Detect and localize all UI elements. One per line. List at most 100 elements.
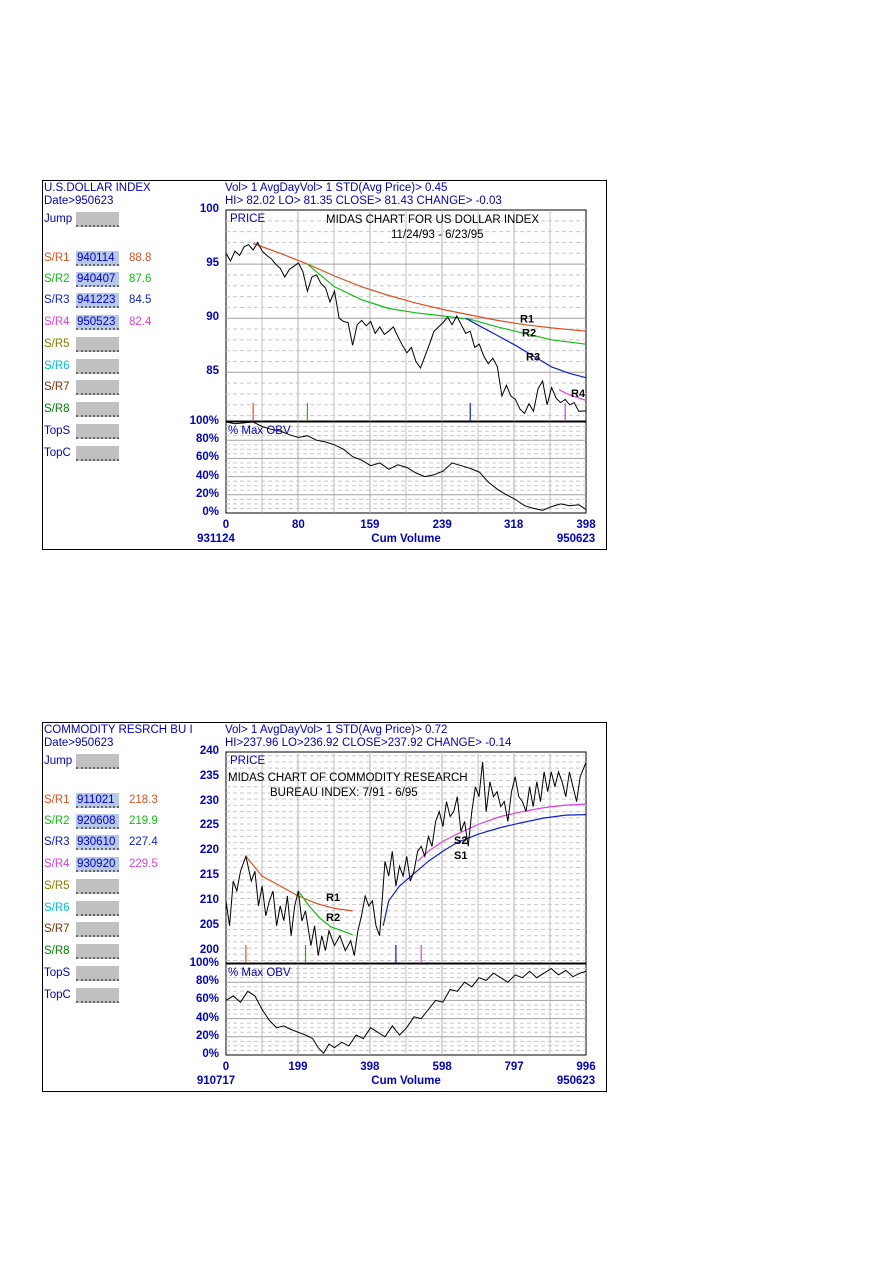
x-tick-label: 239 [432,519,452,531]
sr-curve-r3 [465,317,587,379]
sr-date-input[interactable] [76,380,119,395]
x-tick-label: 80 [291,519,305,531]
chart-svg: PRICE MIDAS CHART OF COMMODITY RESEARCH BU… [225,751,587,1056]
sr-label-topc: TopC [44,989,71,1001]
curve-label-s1: S1 [454,850,467,862]
obv-tick-label: 60% [195,993,219,1006]
sr-label-sr4: S/R4 [44,316,70,328]
sr-label-sr6: S/R6 [44,902,70,914]
sr-value: 82.4 [129,316,152,328]
sr-value: 219.9 [129,815,158,827]
x-tick-label: 0 [222,1061,230,1073]
sr-date-input[interactable] [76,966,119,981]
obv-tick-label: 100% [189,957,219,969]
chart-svg: PRICE MIDAS CHART FOR US DOLLAR INDEX 11/2… [225,209,587,514]
sr-date-input[interactable]: 940114 [76,251,119,266]
x-tick-label: 598 [432,1061,452,1073]
x-tick-label: 996 [576,1061,596,1073]
curve-label-s2: S2 [454,835,467,847]
sr-date-input[interactable] [76,922,119,937]
sr-label-sr8: S/R8 [44,945,70,957]
sr-value: 227.4 [129,836,158,848]
x-start-date: 910717 [196,1075,236,1087]
obv-label: % Max OBV [228,425,291,437]
y-tick-label: 230 [199,794,219,807]
curve-label-r3: R3 [526,351,540,363]
sr-date-input[interactable]: 930920 [76,857,119,872]
sr-curve-r2 [307,263,587,345]
sr-label-sr6: S/R6 [44,360,70,372]
obv-label: % Max OBV [228,967,291,979]
curve-label-r2: R2 [522,328,536,340]
chart-panel-us-dollar: U.S.DOLLAR INDEX Date>950623 Jump S/R1 94011… [42,180,607,550]
x-tick-label: 0 [222,519,230,531]
chart-subtitle: 11/24/93 - 6/23/95 [391,229,484,241]
obv-tick-label: 20% [195,487,219,500]
sr-date-input[interactable]: 920608 [76,814,119,829]
sr-label-sr7: S/R7 [44,381,70,393]
y-tick-label: 220 [199,844,219,857]
sr-date-input[interactable] [76,944,119,959]
sr-label-sr4: S/R4 [44,858,70,870]
chart-panel-commodity: COMMODITY RESRCH BU I Date>950623 Jump S/R1… [42,722,607,1092]
obv-tick-label: 40% [195,1011,219,1024]
sr-date-input[interactable] [76,988,119,1003]
sr-label-sr5: S/R5 [44,880,70,892]
sr-label-topc: TopC [44,447,71,459]
sr-label-sr1: S/R1 [44,794,70,806]
x-axis-label: Cum Volume [371,1075,441,1087]
x-tick-label: 797 [504,1061,524,1073]
sr-label-tops: TopS [44,425,71,437]
sr-date-input[interactable] [76,424,119,439]
jump-label: Jump [44,755,73,767]
sr-date-input[interactable] [76,879,119,894]
sr-date-input[interactable] [76,901,119,916]
date-label: Date>950623 [44,195,114,207]
sr-date-input[interactable]: 930610 [76,835,119,850]
sr-label-sr7: S/R7 [44,923,70,935]
price-label: PRICE [230,755,265,767]
sr-date-input[interactable]: 950523 [76,315,119,330]
header-line-2: HI> 82.02 LO> 81.35 CLOSE> 81.43 CHANGE>… [225,195,502,207]
jump-input[interactable] [76,212,119,227]
y-tick-label: 240 [199,745,219,757]
x-end-date: 950623 [556,1075,596,1087]
sr-curve-r2 [297,890,353,936]
sr-curve-r2b [382,814,587,926]
x-tick-label: 318 [504,519,524,531]
obv-tick-label: 60% [195,451,219,464]
sr-label-tops: TopS [44,967,71,979]
sr-date-input[interactable]: 911021 [76,793,119,808]
sr-date-input[interactable] [76,337,119,352]
sr-value: 218.3 [129,794,158,806]
sr-label-sr2: S/R2 [44,273,70,285]
sr-curve-r1 [245,855,353,912]
x-end-date: 950623 [556,533,596,545]
y-tick-label: 210 [199,893,219,906]
obv-tick-label: 100% [189,415,219,427]
obv-tick-label: 20% [195,1029,219,1042]
sr-date-input[interactable] [76,359,119,374]
y-tick-label: 235 [199,769,219,782]
curve-label-r1: R1 [326,892,340,904]
sr-date-input[interactable]: 940407 [76,272,119,287]
sr-date-input[interactable] [76,446,119,461]
y-tick-label: 100 [199,203,219,215]
y-tick-label: 90 [206,311,219,324]
sr-curve-s2 [417,803,587,862]
chart-title: MIDAS CHART OF COMMODITY RESEARCH [228,772,468,784]
sr-date-input[interactable] [76,402,119,417]
jump-label: Jump [44,213,73,225]
sr-label-sr5: S/R5 [44,338,70,350]
y-tick-label: 225 [199,819,219,832]
sr-label-sr8: S/R8 [44,403,70,415]
sr-curve-r4 [558,389,587,401]
x-tick-label: 199 [288,1061,308,1073]
price-series-line [225,761,587,956]
sr-value: 88.8 [129,252,152,264]
header-line-1: Vol> 1 AvgDayVol> 1 STD(Avg Price)> 0.72 [225,724,448,736]
y-tick-label: 85 [206,365,219,378]
jump-input[interactable] [76,754,119,769]
sr-date-input[interactable]: 941223 [76,293,119,308]
sr-value: 229.5 [129,858,158,870]
